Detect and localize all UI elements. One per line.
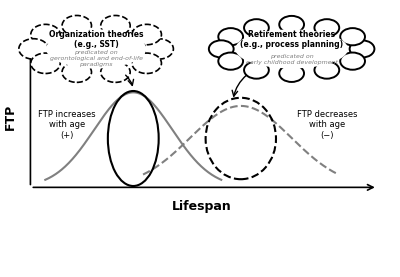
Text: FTP: FTP [4, 104, 16, 130]
Circle shape [209, 40, 234, 58]
Circle shape [218, 53, 243, 70]
Circle shape [19, 39, 48, 59]
Text: predicated on
gerontological and end-of-life
paradigms: predicated on gerontological and end-of-… [50, 50, 143, 67]
Circle shape [132, 24, 162, 45]
Circle shape [279, 65, 304, 82]
Circle shape [132, 53, 162, 73]
Circle shape [340, 53, 365, 70]
Circle shape [279, 16, 304, 33]
Text: FTP increases
with age
(+): FTP increases with age (+) [38, 110, 96, 140]
Circle shape [218, 28, 243, 45]
Ellipse shape [46, 29, 146, 68]
Circle shape [101, 16, 130, 36]
Text: Retirement theories
(e.g., process planning): Retirement theories (e.g., process plann… [240, 30, 343, 49]
Text: predicated on
early childhood development: predicated on early childhood developmen… [246, 54, 338, 65]
Circle shape [144, 39, 173, 59]
Circle shape [244, 19, 269, 36]
Circle shape [314, 19, 339, 36]
Circle shape [101, 62, 130, 82]
Circle shape [244, 61, 269, 79]
Circle shape [314, 61, 339, 79]
Ellipse shape [235, 29, 348, 68]
Text: FTP decreases
with age
(−): FTP decreases with age (−) [296, 110, 357, 140]
Circle shape [62, 16, 92, 36]
Text: Lifespan: Lifespan [172, 200, 232, 213]
Circle shape [31, 53, 60, 73]
Text: Organization theories
(e.g., SST): Organization theories (e.g., SST) [49, 30, 143, 49]
Circle shape [340, 28, 365, 45]
Circle shape [62, 62, 92, 82]
Circle shape [31, 24, 60, 45]
Circle shape [350, 40, 374, 58]
